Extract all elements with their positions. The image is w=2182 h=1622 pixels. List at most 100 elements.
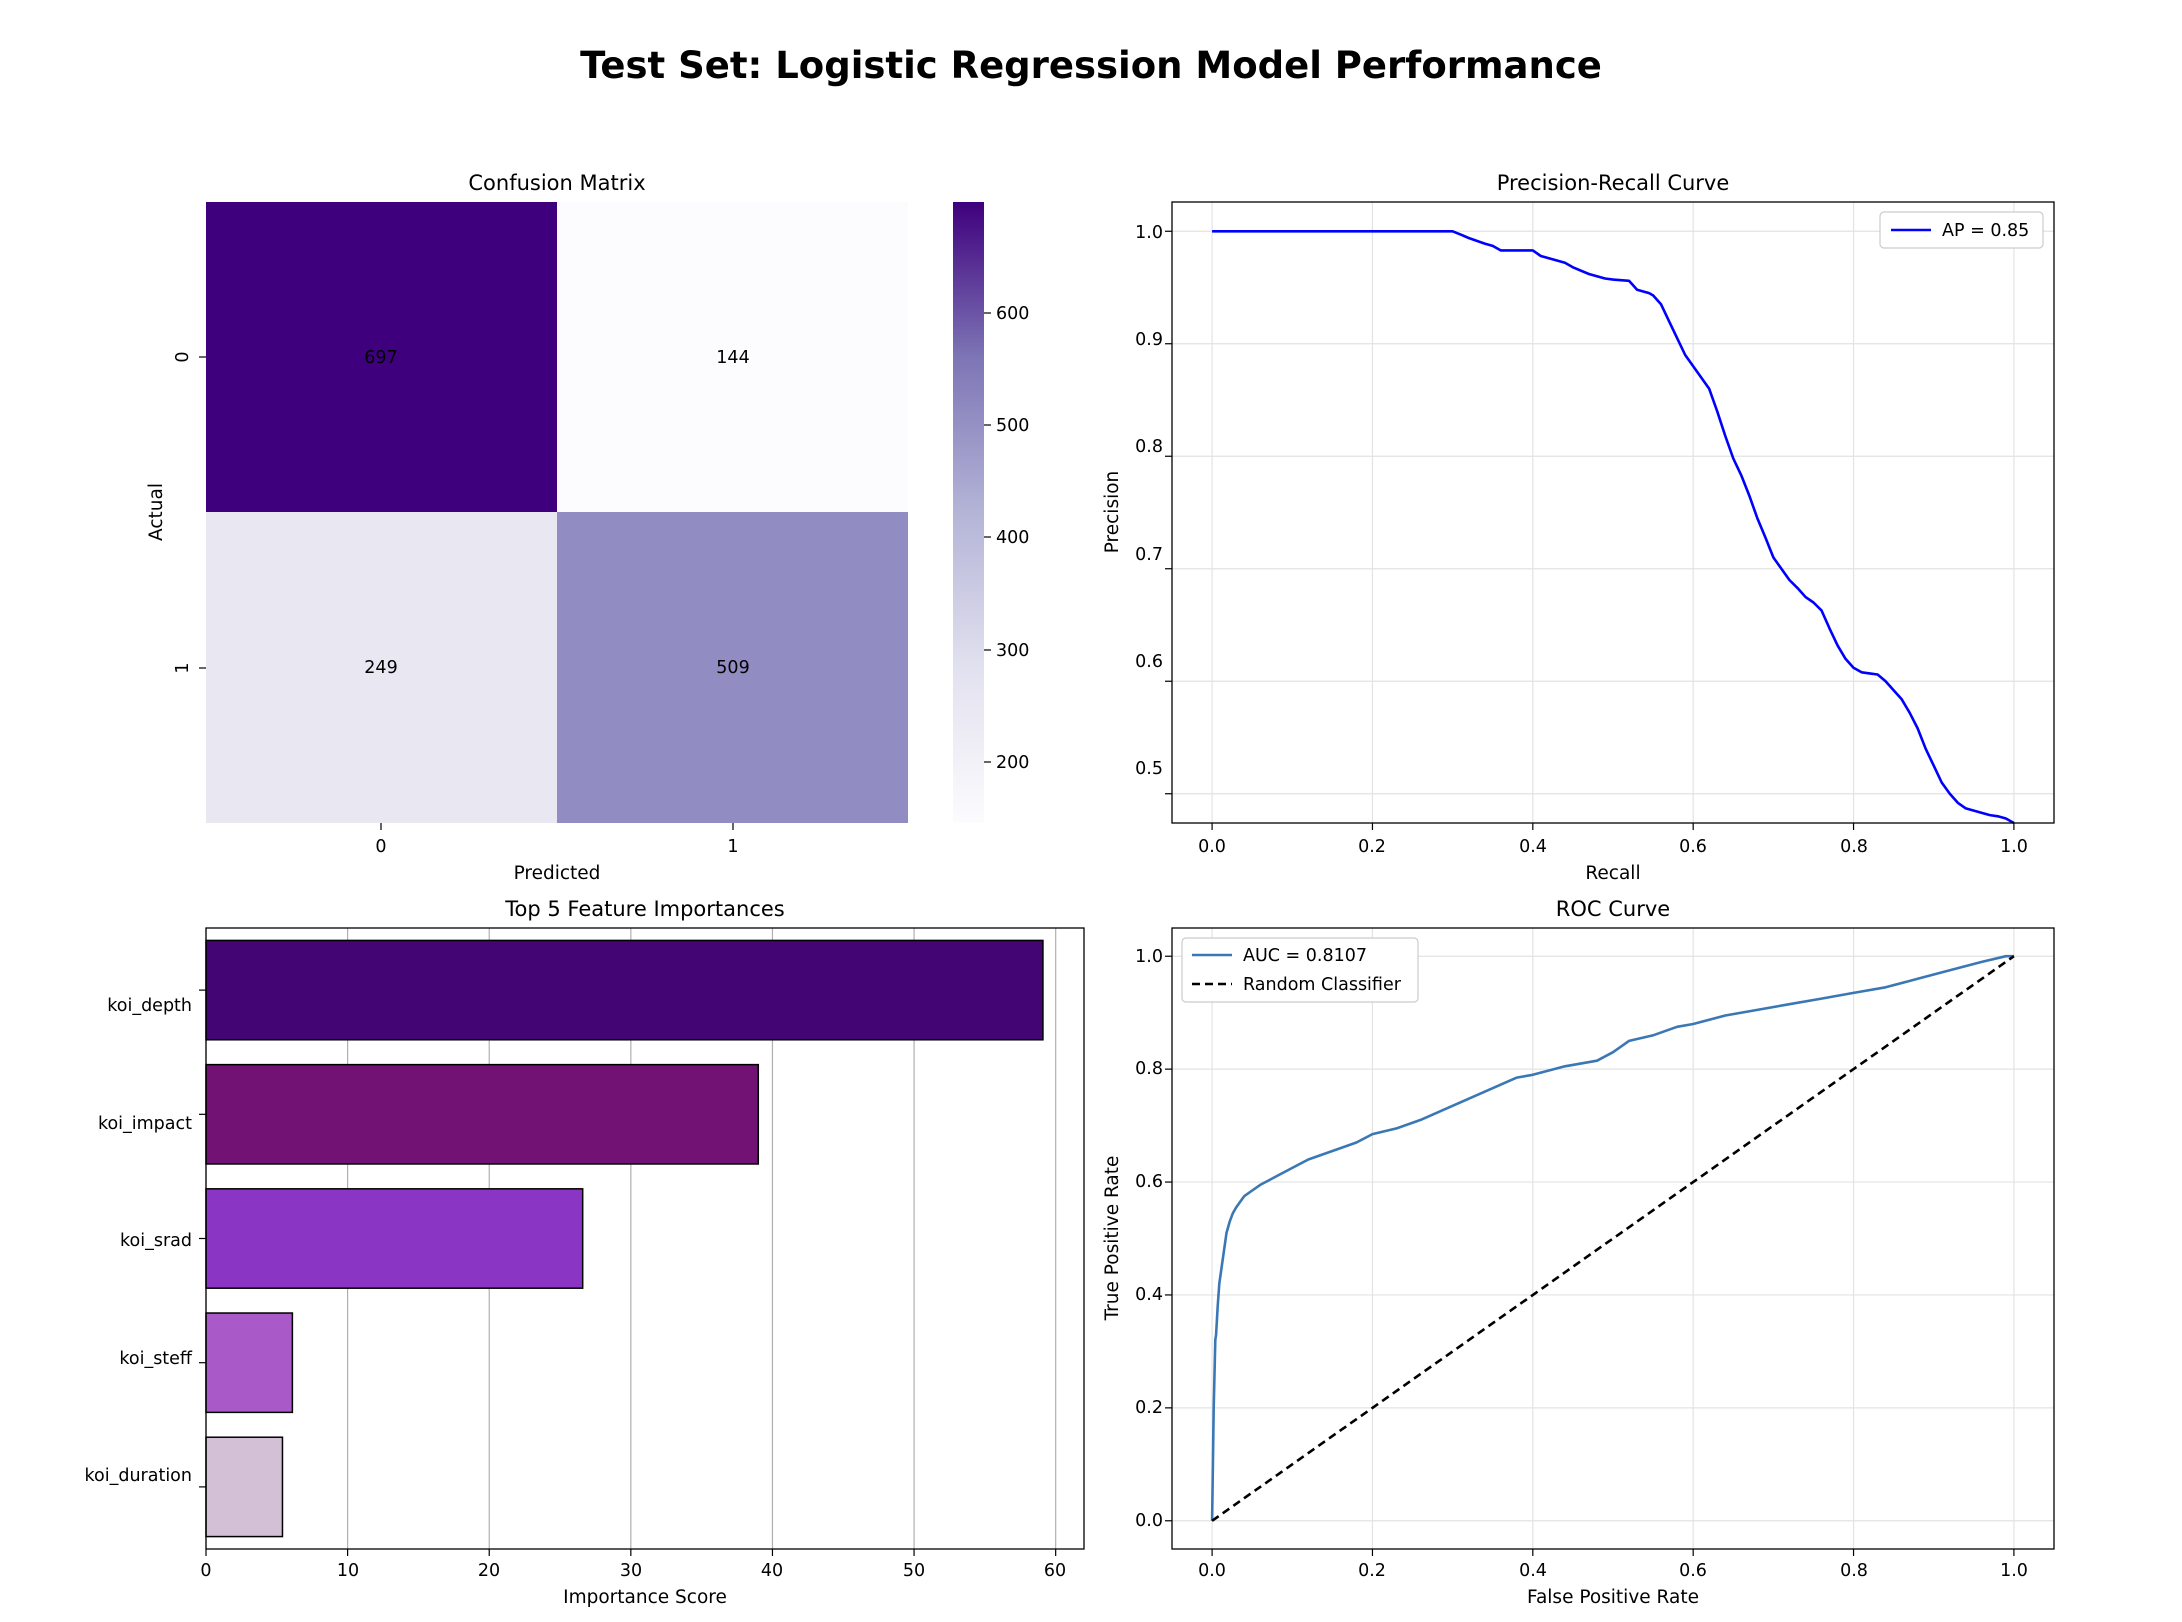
precision-recall-title: Precision-Recall Curve: [1497, 171, 1730, 195]
category-label: koi_depth: [107, 996, 192, 1016]
figure-title: Test Set: Logistic Regression Model Perf…: [580, 44, 1602, 87]
y-tick-label: 1.0: [1135, 223, 1163, 243]
y-tick-label: 0.4: [1135, 1285, 1163, 1305]
colorbar-tick-label: 600: [996, 304, 1029, 324]
roc-series-0-line: [1210, 954, 2014, 1521]
roc-y-ticks: 0.0 0.2 0.4 0.6 0.8 1.0: [1135, 947, 1163, 1531]
heatmap-cell-label-0-1: 144: [716, 348, 749, 368]
roc-panel: ROC Curve 0.0 0.2 0.4 0.6 0.8 1.0 0.0 0.…: [1102, 897, 2055, 1608]
y-tick-label: 0.8: [1135, 1059, 1163, 1079]
heatmap-cell-label-0-0: 697: [364, 348, 397, 368]
x-tick-label: 0: [375, 837, 386, 857]
x-tick-label: 1.0: [2000, 1561, 2028, 1581]
colorbar-tick-label: 300: [996, 641, 1029, 661]
y-axis-label: Actual: [146, 483, 167, 541]
category-label: koi_duration: [85, 1466, 192, 1486]
legend-label: AUC = 0.8107: [1243, 946, 1367, 966]
feature-importance-x-ticks: 0 10 20 30 40 50 60: [200, 1561, 1066, 1581]
x-tick-label: 10: [337, 1561, 359, 1581]
precision-recall-y-ticks: 0.5 0.6 0.7 0.8 0.9 1.0: [1135, 223, 1163, 779]
bar-koi-duration: [205, 1436, 284, 1538]
colorbar-ticks: 200 300 400 500 600: [984, 304, 1029, 773]
y-axis-label: Precision: [1102, 471, 1123, 554]
roc-x-ticks: 0.0 0.2 0.4 0.6 0.8 1.0: [1198, 1561, 2028, 1581]
x-tick-label: 30: [620, 1561, 642, 1581]
precision-recall-grid: [1165, 202, 2054, 830]
roc-series-1-line: [1211, 955, 2015, 1522]
feature-importance-y-ticks: koi_depth koi_impact koi_srad koi_steff …: [85, 996, 193, 1486]
precision-recall-series-0-line: [1212, 230, 2015, 825]
heatmap-cell-0-1: [557, 202, 908, 512]
y-axis-label: True Positive Rate: [1102, 1156, 1123, 1322]
x-axis-label: False Positive Rate: [1527, 1587, 1699, 1608]
x-axis-label: Importance Score: [563, 1587, 727, 1608]
heatmap-cell-0-0: [206, 202, 557, 512]
y-tick-label: 1: [173, 662, 193, 673]
feature-importance-bars: [205, 939, 1044, 1538]
category-label: koi_srad: [120, 1231, 192, 1251]
category-label: koi_steff: [119, 1349, 193, 1369]
x-tick-label: 0: [200, 1561, 211, 1581]
roc-legend: AUC = 0.8107 Random Classifier: [1181, 937, 1419, 1003]
x-tick-label: 0.2: [1358, 1561, 1386, 1581]
feature-importance-title: Top 5 Feature Importances: [504, 897, 784, 921]
y-tick-label: 0.8: [1135, 437, 1163, 457]
legend-frame: [1181, 937, 1419, 1003]
roc-axes-frame: [1171, 927, 2055, 1550]
category-label: koi_impact: [98, 1114, 192, 1134]
feature-importance-axes-frame: [205, 927, 1085, 1550]
roc-lines: [1210, 954, 2015, 1522]
colorbar-tick-label: 500: [996, 416, 1029, 436]
x-axis-label: Recall: [1585, 863, 1640, 884]
x-tick-label: 0.6: [1679, 1561, 1707, 1581]
heatmap-cell-1-1: [557, 512, 908, 823]
colorbar: [953, 202, 984, 823]
y-tick-label: 0.5: [1135, 759, 1163, 779]
heatmap-cell-1-0: [206, 512, 557, 823]
y-tick-label: 1.0: [1135, 947, 1163, 967]
bar-koi-steff: [205, 1312, 294, 1414]
colorbar-tick-label: 400: [996, 528, 1029, 548]
x-tick-label: 60: [1044, 1561, 1066, 1581]
x-tick-label: 0.4: [1519, 1561, 1547, 1581]
bar-koi-srad: [205, 1188, 584, 1289]
precision-recall-axes-frame: [1171, 201, 2055, 824]
y-tick-label: 0.6: [1135, 1172, 1163, 1192]
precision-recall-x-ticks: 0.0 0.2 0.4 0.6 0.8 1.0: [1198, 837, 2028, 857]
confusion-matrix-title: Confusion Matrix: [468, 171, 645, 195]
precision-recall-panel: Precision-Recall Curve 0.0 0.2 0.4 0.6 0…: [1102, 171, 2055, 884]
bar-koi-depth: [205, 939, 1044, 1041]
y-tick-label: 0.7: [1135, 545, 1163, 565]
x-tick-label: 0.8: [1840, 1561, 1868, 1581]
legend-label: Random Classifier: [1243, 975, 1402, 995]
x-tick-label: 0.4: [1519, 837, 1547, 857]
x-tick-label: 20: [478, 1561, 500, 1581]
roc-title: ROC Curve: [1556, 897, 1670, 921]
confusion-matrix-panel: Confusion Matrix 697 144 249 509 0 1 0 1…: [146, 171, 1029, 884]
y-tick-label: 0.9: [1135, 330, 1163, 350]
precision-recall-legend: AP = 0.85: [1879, 211, 2044, 249]
heatmap-cell-label-1-1: 509: [716, 658, 749, 678]
colorbar-tick-label: 200: [996, 753, 1029, 773]
y-tick-label: 0.6: [1135, 652, 1163, 672]
legend-label: AP = 0.85: [1942, 221, 2029, 241]
x-tick-label: 40: [761, 1561, 783, 1581]
x-tick-label: 0.8: [1840, 837, 1868, 857]
y-tick-label: 0.2: [1135, 1398, 1163, 1418]
x-tick-label: 50: [903, 1561, 925, 1581]
x-tick-label: 0.6: [1679, 837, 1707, 857]
feature-importance-panel: Top 5 Feature Importances 0 10 20 30 40 …: [85, 897, 1085, 1608]
x-axis-label: Predicted: [514, 863, 601, 884]
precision-recall-lines: [1212, 230, 2015, 825]
bar-koi-impact: [205, 1063, 760, 1165]
legend-frame: [1879, 211, 2044, 249]
heatmap-cell-label-1-0: 249: [364, 658, 397, 678]
x-tick-label: 0.0: [1198, 1561, 1226, 1581]
x-tick-label: 1: [727, 837, 738, 857]
y-tick-label: 0.0: [1135, 1511, 1163, 1531]
x-tick-label: 0.0: [1198, 837, 1226, 857]
y-tick-label: 0: [173, 351, 193, 362]
x-tick-label: 0.2: [1358, 837, 1386, 857]
x-tick-label: 1.0: [2000, 837, 2028, 857]
